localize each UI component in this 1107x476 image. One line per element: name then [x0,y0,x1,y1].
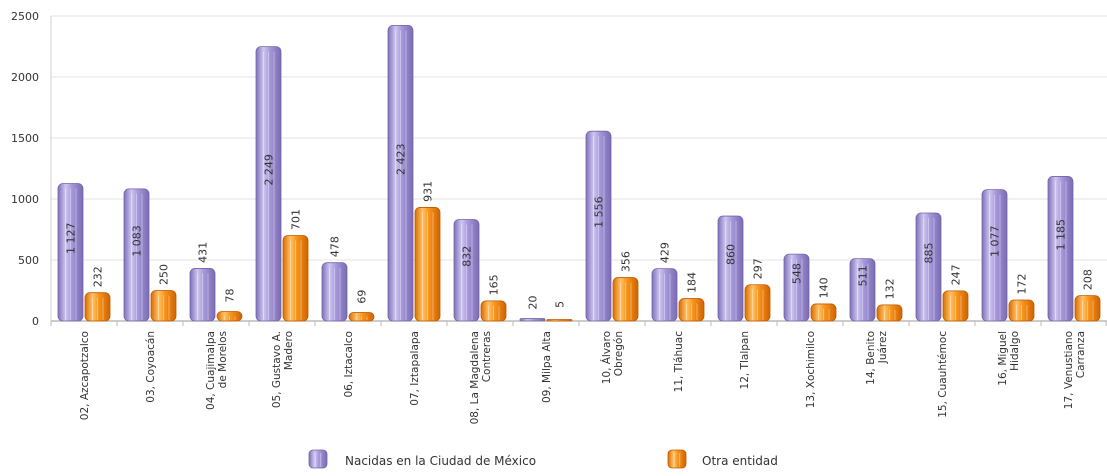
bar-nacidas-cdmx [717,215,744,322]
x-tick-label: 15, Cuauhtémoc [937,331,949,418]
x-tick-label: 14, BenitoJuárez [865,331,889,385]
data-label: 2 423 [395,143,408,175]
data-label: 1 077 [989,226,1002,257]
data-label: 1 556 [593,196,606,228]
x-axis: 02, Azcapotzalco 03, Coyoacán 04, Cuajimal… [50,321,1107,424]
bar-nacidas-cdmx [57,183,84,322]
y-tick-label: 1000 [11,193,39,206]
bar-otra-entidad [876,304,903,322]
legend-swatch [308,449,328,469]
data-label: 247 [950,264,963,285]
y-tick-label: 2500 [11,10,39,23]
legend-item-otra-entidad: Otra entidad [667,449,778,469]
y-tick-label: 1500 [11,132,39,145]
bar-nacidas-cdmx [453,219,480,322]
bar-nacidas-cdmx [1047,176,1074,322]
x-tick-label: 05, Gustavo A.Madero [271,331,295,408]
data-label: 860 [725,244,738,265]
bar-otra-entidad [150,290,177,322]
legend-item-nacidas-cdmx: Nacidas en la Ciudad de México [308,449,536,469]
bar-otra-entidad [612,277,639,322]
data-label: 232 [92,266,105,287]
y-tick-label: 0 [32,315,39,328]
x-tick-label: 13, Xochimilco [805,331,817,408]
x-tick-label: 03, Coyoacán [145,331,157,403]
x-tick-label: 09, Milpa Alta [541,331,553,403]
bar-otra-entidad [1008,299,1035,322]
x-tick-label: 02, Azcapotzalco [79,331,91,420]
bar-nacidas-cdmx [387,24,414,322]
bar-nacidas-cdmx [189,268,216,322]
bar-nacidas-cdmx [123,188,150,322]
data-label: 511 [857,265,870,286]
bar-otra-entidad [546,319,573,322]
data-label: 297 [752,258,765,279]
bar-otra-entidad [414,207,441,322]
data-label: 429 [659,242,672,263]
data-label: 2 249 [263,154,276,186]
data-label: 20 [527,296,540,310]
bar-otra-entidad [1074,295,1101,322]
legend-label: Otra entidad [702,454,778,468]
legend-swatch [667,449,687,469]
x-tick-label: 12, Tlalpan [739,331,751,389]
bar-otra-entidad [480,300,507,322]
data-label: 832 [461,246,474,267]
data-label: 1 185 [1055,219,1068,251]
y-axis: 0 500 1000 1500 2000 2500 [11,10,52,328]
x-tick-label: 08, La MagdalenaContreras [469,331,493,424]
data-label: 165 [488,274,501,295]
bar-nacidas-cdmx [585,130,612,322]
data-label: 431 [197,242,210,263]
data-label: 701 [290,209,303,230]
data-label: 885 [923,243,936,264]
data-label: 208 [1082,269,1095,290]
legend-label: Nacidas en la Ciudad de México [345,454,536,468]
x-tick-label: 11, Tláhuac [673,331,685,393]
x-tick-label: 04, Cuajimalpade Morelos [205,331,229,410]
data-label: 931 [422,181,435,202]
bar-nacidas-cdmx [849,258,876,322]
data-label: 478 [329,236,342,257]
data-label: 78 [224,288,237,302]
data-label: 250 [158,264,171,285]
data-label: 1 083 [131,225,144,257]
legend: Nacidas en la Ciudad de México Otra entid… [308,449,778,469]
data-label: 172 [1016,274,1029,295]
x-tick-label: 10, ÁlvaroObregón [600,331,625,384]
data-label: 1 127 [65,223,78,255]
bar-otra-entidad [942,290,969,322]
bar-nacidas-cdmx [981,189,1008,322]
bar-nacidas-cdmx [651,268,678,322]
bar-otra-entidad [744,284,771,322]
bar-otra-entidad [282,235,309,322]
x-tick-label: 06, Iztacalco [343,331,355,398]
x-tick-label: 17, VenustianoCarranza [1063,331,1087,409]
bar-otra-entidad [678,298,705,322]
bars: 1 127 232 1 083 250 431 78 2 249 701 478 69 2 423 9… [57,24,1101,322]
bar-nacidas-cdmx [255,46,282,322]
data-label: 140 [818,277,831,298]
y-tick-label: 500 [18,254,39,267]
bar-nacidas-cdmx [915,212,942,322]
bar-nacidas-cdmx [519,318,546,322]
bar-otra-entidad [810,303,837,322]
data-label: 548 [791,263,804,284]
data-label: 5 [554,301,567,308]
bar-nacidas-cdmx [321,262,348,322]
bar-nacidas-cdmx [783,253,810,322]
bar-otra-entidad [348,312,375,322]
data-label: 69 [356,290,369,304]
data-label: 132 [884,278,897,299]
x-tick-label: 16, MiguelHidalgo [997,331,1021,386]
bar-otra-entidad [216,311,243,322]
x-tick-label: 07, Iztapalapa [409,331,421,406]
data-label: 356 [620,251,633,272]
bar-otra-entidad [84,292,111,322]
y-tick-label: 2000 [11,71,39,84]
data-label: 184 [686,272,699,293]
